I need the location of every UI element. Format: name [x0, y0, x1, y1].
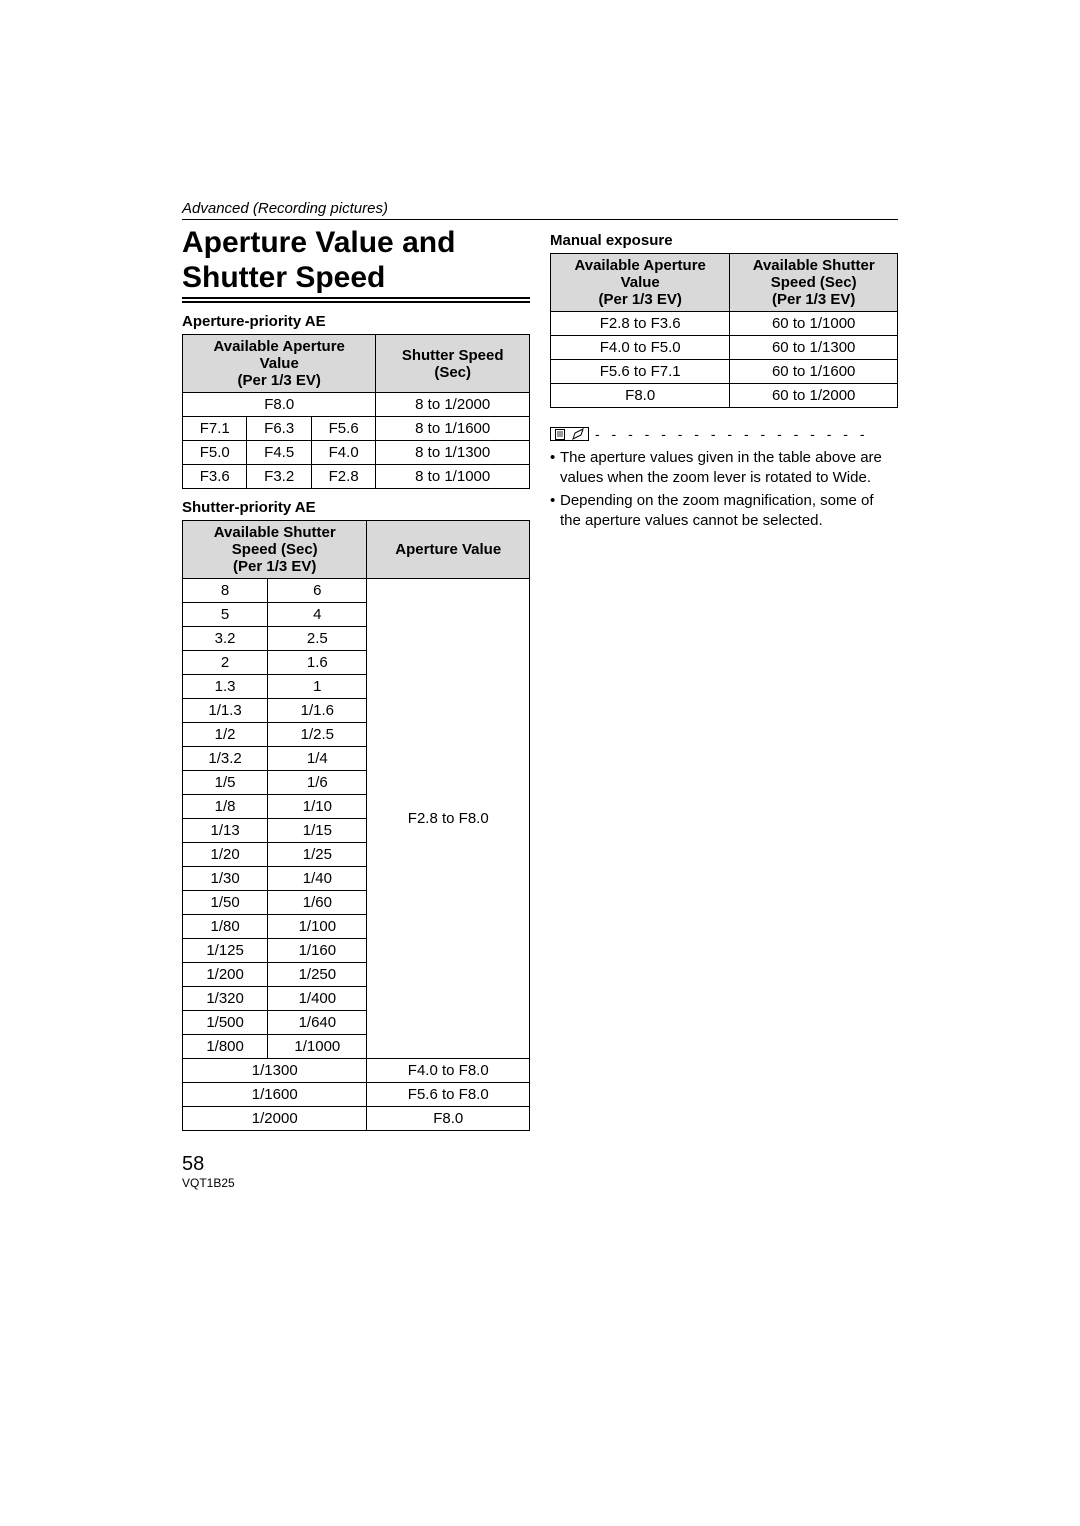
shutter-priority-table: Available ShutterSpeed (Sec)(Per 1/3 EV)… — [182, 520, 530, 1131]
ap-col-aperture: Available ApertureValue(Per 1/3 EV) — [183, 335, 376, 393]
me-col-aperture: Available ApertureValue(Per 1/3 EV) — [551, 254, 730, 312]
table-row: F5.6 to F7.1 60 to 1/1600 — [551, 360, 898, 384]
notes-list: The aperture values given in the table a… — [550, 448, 898, 530]
table-row: F5.0 F4.5 F4.0 8 to 1/1300 — [183, 441, 530, 465]
table-row: F4.0 to F5.0 60 to 1/1300 — [551, 336, 898, 360]
doc-code: VQT1B25 — [182, 1176, 898, 1190]
table-row: F7.1 F6.3 F5.6 8 to 1/1600 — [183, 417, 530, 441]
table-row: F3.6 F3.2 F2.8 8 to 1/1000 — [183, 465, 530, 489]
shutter-priority-heading: Shutter-priority AE — [182, 499, 530, 516]
table-row: 1/1300F4.0 to F8.0 — [183, 1059, 530, 1083]
sp-col-aperture: Aperture Value — [367, 521, 530, 579]
title-rule — [182, 297, 530, 303]
manual-exposure-table: Available ApertureValue(Per 1/3 EV) Avai… — [550, 253, 898, 408]
table-row: F2.8 to F3.6 60 to 1/1000 — [551, 312, 898, 336]
me-col-shutter: Available ShutterSpeed (Sec)(Per 1/3 EV) — [730, 254, 898, 312]
sp-col-shutter: Available ShutterSpeed (Sec)(Per 1/3 EV) — [183, 521, 367, 579]
table-row: 86F2.8 to F8.0 — [183, 579, 530, 603]
note-divider: - - - - - - - - - - - - - - - - - — [550, 426, 898, 442]
left-column: Aperture Value and Shutter Speed Apertur… — [182, 226, 530, 1141]
table-row: F8.0 60 to 1/2000 — [551, 384, 898, 408]
page-number: 58 — [182, 1153, 898, 1176]
note-icon — [550, 427, 589, 441]
right-column: Manual exposure Available ApertureValue(… — [550, 226, 898, 1141]
table-row: 1/2000F8.0 — [183, 1107, 530, 1131]
aperture-priority-heading: Aperture-priority AE — [182, 313, 530, 330]
manual-exposure-heading: Manual exposure — [550, 232, 898, 249]
aperture-priority-table: Available ApertureValue(Per 1/3 EV) Shut… — [182, 334, 530, 489]
table-row: 1/1600F5.6 to F8.0 — [183, 1083, 530, 1107]
dashes: - - - - - - - - - - - - - - - - - — [595, 426, 898, 442]
breadcrumb: Advanced (Recording pictures) — [182, 200, 898, 220]
page-title: Aperture Value and Shutter Speed — [182, 226, 530, 295]
note-item: Depending on the zoom magnification, som… — [550, 491, 898, 530]
ap-col-shutter: Shutter Speed(Sec) — [376, 335, 530, 393]
note-item: The aperture values given in the table a… — [550, 448, 898, 487]
table-row: F8.0 8 to 1/2000 — [183, 393, 530, 417]
